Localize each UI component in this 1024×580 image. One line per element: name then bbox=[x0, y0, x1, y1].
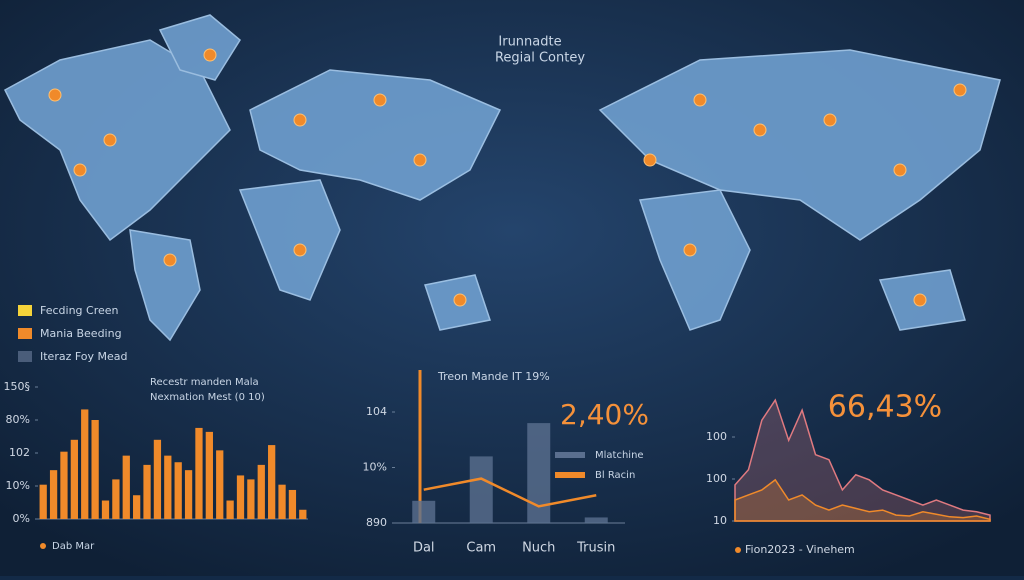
bar bbox=[153, 439, 162, 519]
bar bbox=[469, 456, 493, 523]
x-tick-label: Nuch bbox=[522, 541, 555, 556]
x-tick-label: Dal bbox=[413, 541, 435, 556]
bar bbox=[205, 431, 213, 519]
legend-swatch bbox=[18, 328, 32, 339]
legend-label: Mlatchine bbox=[595, 450, 644, 461]
map-dot bbox=[453, 293, 467, 307]
map-dot bbox=[753, 123, 767, 137]
bar bbox=[70, 439, 78, 519]
area bbox=[734, 398, 991, 522]
y-tick-label: 890 bbox=[366, 516, 387, 529]
bar bbox=[122, 455, 130, 519]
map-dot bbox=[293, 243, 307, 257]
map-dot bbox=[913, 293, 927, 307]
bar bbox=[101, 500, 110, 519]
x-tick-label: Cam bbox=[466, 541, 496, 556]
continent bbox=[4, 39, 231, 242]
continent bbox=[249, 69, 502, 201]
map-dot bbox=[73, 163, 87, 177]
bar bbox=[91, 420, 99, 519]
legend-swatch bbox=[18, 305, 32, 316]
y-tick-label: 10% bbox=[363, 461, 387, 474]
map-subtitle: Regial Contey bbox=[495, 51, 585, 66]
legend-label: Iteraz Foy Mead bbox=[40, 350, 128, 363]
bar bbox=[195, 427, 203, 519]
continent bbox=[638, 189, 751, 331]
chart-subtitle: Nexmation Mest (0 10) bbox=[150, 392, 265, 403]
map-dot bbox=[373, 93, 387, 107]
continent bbox=[238, 179, 341, 301]
bar bbox=[112, 479, 120, 519]
bar bbox=[257, 464, 265, 519]
chart-title: Recestr manden Mala bbox=[150, 377, 259, 388]
map-dot bbox=[823, 113, 837, 127]
map-dot bbox=[893, 163, 907, 177]
chart-title: Treon Mande IT 19% bbox=[437, 370, 550, 383]
bar bbox=[143, 464, 151, 519]
area bbox=[734, 478, 991, 522]
bar bbox=[216, 450, 224, 519]
map-dot bbox=[103, 133, 117, 147]
continent bbox=[158, 14, 241, 81]
legend-swatch bbox=[555, 472, 585, 478]
bar bbox=[49, 470, 58, 519]
y-tick-label: 10% bbox=[6, 479, 30, 492]
map-dot bbox=[953, 83, 967, 97]
x-tick-label: Trusin bbox=[576, 541, 615, 556]
map-dot bbox=[683, 243, 697, 257]
y-tick-label: 10 bbox=[713, 514, 727, 527]
bar bbox=[299, 509, 307, 519]
map-dot bbox=[203, 48, 217, 62]
map-dot bbox=[293, 113, 307, 127]
bar bbox=[247, 479, 255, 519]
legend-swatch bbox=[40, 543, 46, 549]
bar bbox=[412, 500, 436, 523]
y-tick-label: 150§ bbox=[4, 380, 31, 393]
bar bbox=[584, 517, 608, 523]
annotation: 66,43% bbox=[828, 390, 942, 425]
map-title: Irunnadte bbox=[498, 35, 561, 50]
map-dot bbox=[413, 153, 427, 167]
y-tick-label: 102 bbox=[9, 446, 30, 459]
bar bbox=[236, 475, 245, 519]
map-dot bbox=[643, 153, 657, 167]
bar bbox=[278, 484, 286, 519]
bar bbox=[39, 484, 47, 519]
legend-swatch bbox=[555, 452, 585, 458]
legend-label: Bl Racin bbox=[595, 470, 635, 481]
bar bbox=[527, 423, 551, 523]
legend-swatch bbox=[18, 351, 32, 362]
continent bbox=[129, 229, 201, 342]
bar bbox=[174, 462, 182, 519]
legend-label: Fecding Creen bbox=[40, 304, 119, 317]
y-tick-label: 100 bbox=[706, 472, 727, 485]
bar bbox=[164, 455, 172, 519]
legend-swatch bbox=[735, 547, 741, 553]
y-tick-label: 100 bbox=[706, 430, 727, 443]
map-dot bbox=[693, 93, 707, 107]
legend-label: Dab Mar bbox=[52, 541, 95, 552]
bar bbox=[81, 409, 89, 519]
bar bbox=[226, 500, 234, 519]
y-tick-label: 0% bbox=[13, 512, 30, 525]
bar bbox=[288, 489, 297, 519]
y-tick-label: 80% bbox=[6, 413, 30, 426]
bar bbox=[184, 470, 193, 519]
y-tick-label: 104 bbox=[366, 405, 387, 418]
bar bbox=[268, 445, 276, 519]
map-dot bbox=[48, 88, 62, 102]
line bbox=[423, 477, 597, 508]
bar bbox=[133, 495, 141, 519]
bar bbox=[60, 451, 68, 519]
annotation: 2,40% bbox=[560, 398, 649, 431]
legend-label: Mania Beeding bbox=[40, 327, 122, 340]
legend-label: Fion2023 - Vinehem bbox=[745, 543, 855, 556]
map-dot bbox=[163, 253, 177, 267]
